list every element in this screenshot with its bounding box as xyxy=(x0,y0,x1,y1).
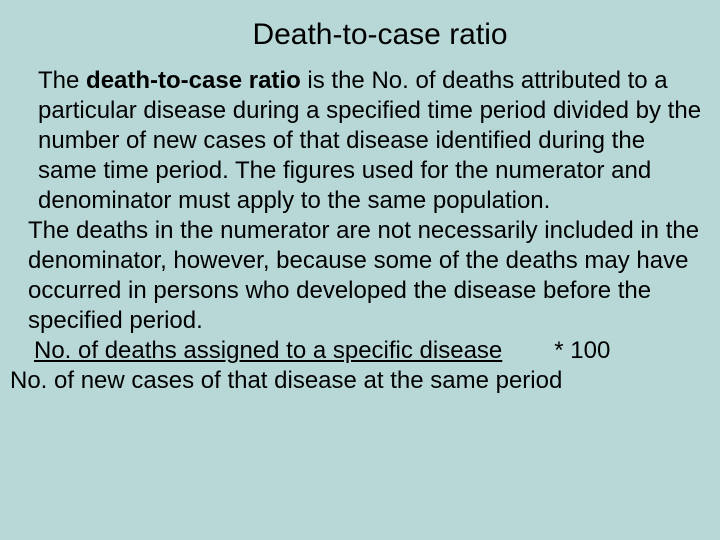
slide-body: The death-to-case ratio is the No. of de… xyxy=(10,66,710,396)
para1-lead: The xyxy=(38,67,86,94)
slide-title: Death-to-case ratio xyxy=(10,18,710,52)
formula-multiplier: * 100 xyxy=(554,336,610,366)
paragraph-1: The death-to-case ratio is the No. of de… xyxy=(10,66,710,216)
paragraph-2: The deaths in the numerator are not nece… xyxy=(10,216,710,336)
bold-term: death-to-case ratio xyxy=(86,67,301,94)
formula-denominator: No. of new cases of that disease at the … xyxy=(10,366,710,396)
formula-numerator-line: No. of deaths assigned to a specific dis… xyxy=(10,336,710,366)
formula-numerator: No. of deaths assigned to a specific dis… xyxy=(34,337,502,364)
